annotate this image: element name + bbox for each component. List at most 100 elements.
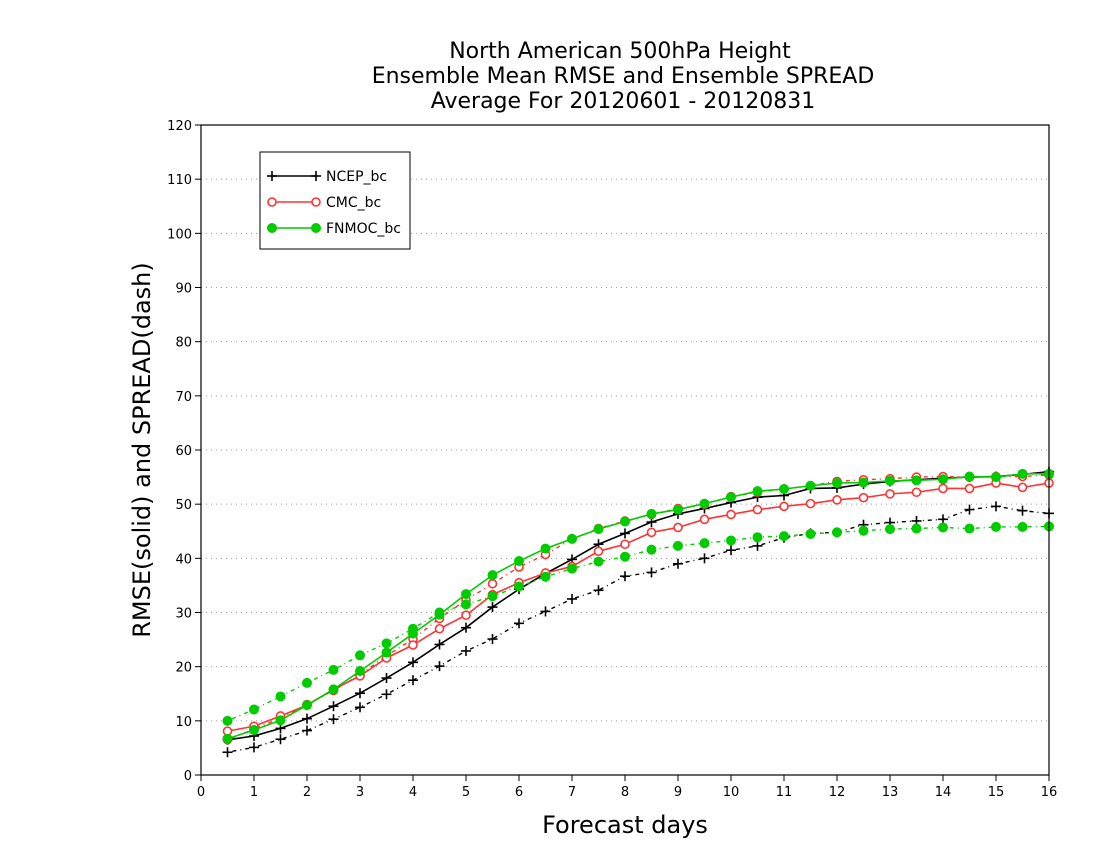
- cmc-bc-rmse-point: [885, 489, 895, 499]
- x-tick-label: 15: [988, 785, 1005, 800]
- fnmoc-bc-rmse-point: [779, 484, 789, 494]
- ncep-bc-spread-line: [227, 505, 1050, 753]
- fnmoc-bc-spread-point: [885, 524, 895, 535]
- fnmoc-bc-spread-point: [593, 556, 604, 567]
- cmc-bc-rmse-point: [858, 492, 869, 503]
- fnmoc-bc-spread-point: [302, 677, 312, 688]
- ncep-bc-spread-point: [726, 545, 736, 556]
- fnmoc-bc-rmse-point: [434, 609, 445, 620]
- fnmoc-bc-rmse-point: [487, 570, 498, 581]
- legend-marker-fnmoc-bc: [267, 223, 277, 233]
- y-tick-label: 40: [175, 552, 192, 567]
- x-tick-label: 10: [723, 785, 740, 800]
- ncep-bc-spread-point: [381, 689, 392, 700]
- fnmoc-bc-rmse-point: [964, 471, 975, 482]
- fnmoc-bc-spread-point: [222, 715, 233, 726]
- fnmoc-bc-spread-point: [938, 522, 948, 533]
- fnmoc-bc-rmse-point: [302, 700, 312, 711]
- cmc-bc-rmse-point: [779, 501, 789, 512]
- ncep-bc-spread-point: [249, 742, 259, 753]
- x-tick-label: 1: [250, 785, 258, 800]
- cmc-bc-rmse-point: [461, 610, 471, 621]
- fnmoc-bc-spread-point: [964, 523, 975, 534]
- ncep-bc-spread-point: [646, 567, 657, 578]
- fnmoc-bc-rmse-point: [752, 486, 763, 497]
- y-tick-label: 60: [175, 444, 192, 459]
- ncep-bc-rmse-point: [381, 673, 392, 684]
- fnmoc-bc-rmse-point: [461, 589, 471, 600]
- fnmoc-bc-spread-point: [567, 563, 577, 574]
- ncep-bc-spread-point: [328, 714, 339, 725]
- ncep-bc-rmse-point: [408, 657, 418, 668]
- chart-title-line-3: Average For 20120601 - 20120831: [431, 89, 816, 114]
- ncep-bc-spread-point: [752, 540, 763, 551]
- fnmoc-bc-spread-point: [1017, 521, 1028, 532]
- ncep-bc-rmse-point: [302, 713, 312, 724]
- fnmoc-bc-spread-point: [911, 523, 922, 534]
- fnmoc-bc-rmse-line: [227, 473, 1049, 740]
- x-tick-label: 3: [356, 785, 364, 800]
- ncep-bc-spread-point: [567, 593, 577, 604]
- fnmoc-bc-spread-point: [673, 540, 683, 551]
- chart-title-line-2: Ensemble Mean RMSE and Ensemble SPREAD: [372, 64, 875, 89]
- fnmoc-bc-spread-point: [275, 691, 286, 702]
- ncep-bc-spread-point: [355, 702, 365, 713]
- cmc-bc-rmse-point: [408, 640, 418, 650]
- ncep-bc-spread-point: [222, 747, 233, 758]
- fnmoc-bc-spread-point: [779, 531, 789, 542]
- ncep-bc-spread-point: [540, 606, 551, 617]
- fnmoc-bc-rmse-point: [567, 533, 577, 544]
- fnmoc-bc-rmse-point: [726, 492, 736, 503]
- cmc-bc-rmse-point: [620, 539, 630, 550]
- x-tick-label: 0: [197, 785, 205, 800]
- ncep-bc-spread-point: [699, 553, 710, 564]
- ncep-bc-spread-point: [275, 734, 286, 745]
- fnmoc-bc-spread-point: [991, 521, 1001, 532]
- y-tick-label: 10: [175, 715, 192, 730]
- y-tick-label: 90: [175, 282, 192, 297]
- series-layer: [222, 466, 1054, 758]
- cmc-bc-spread-point: [487, 578, 498, 589]
- fnmoc-bc-rmse-point: [328, 684, 339, 695]
- fnmoc-bc-spread-point: [752, 532, 763, 543]
- fnmoc-bc-rmse-point: [885, 475, 895, 486]
- y-tick-label: 100: [167, 227, 192, 242]
- legend-label-fnmoc-bc: FNMOC_bc: [326, 221, 401, 237]
- fnmoc-bc-rmse-point: [673, 504, 683, 515]
- fnmoc-bc-rmse-point: [911, 475, 922, 486]
- fnmoc-bc-rmse-point: [620, 516, 630, 527]
- cmc-bc-rmse-point: [832, 495, 842, 505]
- ncep-bc-rmse-point: [620, 528, 630, 539]
- cmc-bc-spread-line: [227, 474, 1050, 741]
- x-tick-label: 9: [674, 785, 682, 800]
- fnmoc-bc-rmse-point: [408, 628, 418, 639]
- x-axis-label: Forecast days: [542, 811, 708, 839]
- chart-title-line-1: North American 500hPa Height: [449, 39, 791, 64]
- cmc-bc-rmse-point: [434, 623, 445, 634]
- ncep-bc-spread-point: [487, 634, 498, 645]
- ncep-bc-rmse-line: [227, 470, 1050, 741]
- cmc-bc-rmse-point: [699, 514, 710, 525]
- ncep-bc-rmse-point: [434, 639, 445, 650]
- legend-label-ncep-bc: NCEP_bc: [326, 169, 387, 185]
- ncep-bc-spread-point: [1017, 505, 1028, 516]
- fnmoc-bc-spread-point: [355, 650, 365, 661]
- fnmoc-bc-rmse-point: [593, 524, 604, 535]
- fnmoc-bc-spread-point: [620, 551, 630, 562]
- cmc-bc-rmse-line: [227, 482, 1050, 732]
- legend-marker-fnmoc-bc: [311, 223, 321, 233]
- cmc-bc-rmse-point: [1017, 482, 1028, 493]
- grid: [201, 178, 1049, 722]
- legend-marker-ncep-bc: [311, 171, 321, 181]
- cmc-bc-rmse-point: [593, 546, 604, 557]
- ncep-bc-spread-point: [964, 504, 975, 515]
- ncep-bc-spread-point: [461, 645, 471, 656]
- fnmoc-bc-spread-line: [227, 525, 1050, 722]
- legend-marker-ncep-bc: [267, 171, 277, 181]
- fnmoc-bc-spread-point: [381, 638, 392, 649]
- x-tick-label: 4: [409, 785, 417, 800]
- ncep-bc-spread-point: [991, 501, 1001, 512]
- fnmoc-bc-spread-point: [832, 527, 842, 538]
- fnmoc-bc-rmse-point: [514, 556, 524, 567]
